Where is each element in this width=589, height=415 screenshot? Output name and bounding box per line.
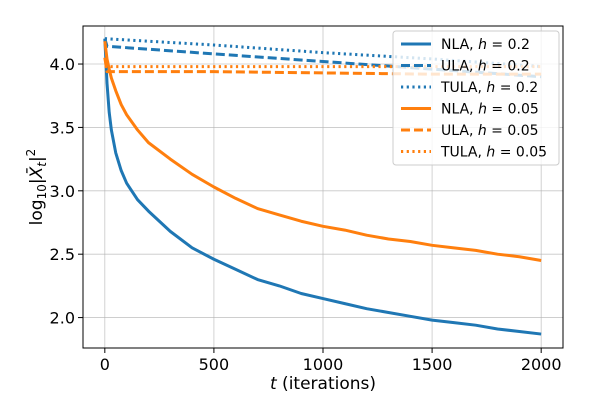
legend-label-3: TULA, h = 0.2 <box>440 80 538 96</box>
series-line-1 <box>103 38 542 336</box>
y-label-subscript: t <box>35 161 49 167</box>
y-label-log: log <box>27 199 47 225</box>
y-tick-label: 2.0 <box>50 309 75 328</box>
legend-label-2: ULA, h = 0.2 <box>441 59 530 75</box>
axis-ticks: 0 500 1000 1500 2000 2.0 2.5 3.0 3.5 4.0 <box>50 55 562 374</box>
legend: NLA, h = 0.2 ULA, h = 0.2 TULA, h = 0.2 NLA… <box>392 30 560 166</box>
legend-label-5: ULA, h = 0.05 <box>441 123 539 139</box>
x-tick-label: 1500 <box>412 355 453 374</box>
x-axis-label: t (iterations) <box>270 374 376 394</box>
y-label-base: 10 <box>35 184 49 199</box>
x-tick-label: 0 <box>100 355 110 374</box>
x-axis-label-text: (iterations) <box>277 374 376 394</box>
y-label-variable: |X̄ <box>25 166 47 184</box>
y-label-bar: | <box>27 156 47 162</box>
y-tick-label: 3.5 <box>50 118 75 137</box>
series-line-4 <box>103 41 542 263</box>
y-tick-label: 2.5 <box>50 245 75 264</box>
y-label-exponent: 2 <box>24 149 38 157</box>
legend-box <box>392 30 560 166</box>
y-tick-label: 3.0 <box>50 182 75 201</box>
x-tick-label: 500 <box>199 355 230 374</box>
y-tick-label: 4.0 <box>50 55 75 74</box>
y-axis-label: log10|X̄t|2 <box>24 149 49 226</box>
legend-label-1: NLA, h = 0.2 <box>441 37 530 53</box>
x-tick-label: 2000 <box>521 355 562 374</box>
series-line-3 <box>104 37 542 69</box>
x-axis-variable: t <box>270 374 278 394</box>
legend-label-4: NLA, h = 0.05 <box>441 102 539 118</box>
legend-label-6: TULA, h = 0.05 <box>440 145 547 161</box>
x-tick-label: 1000 <box>303 355 344 374</box>
